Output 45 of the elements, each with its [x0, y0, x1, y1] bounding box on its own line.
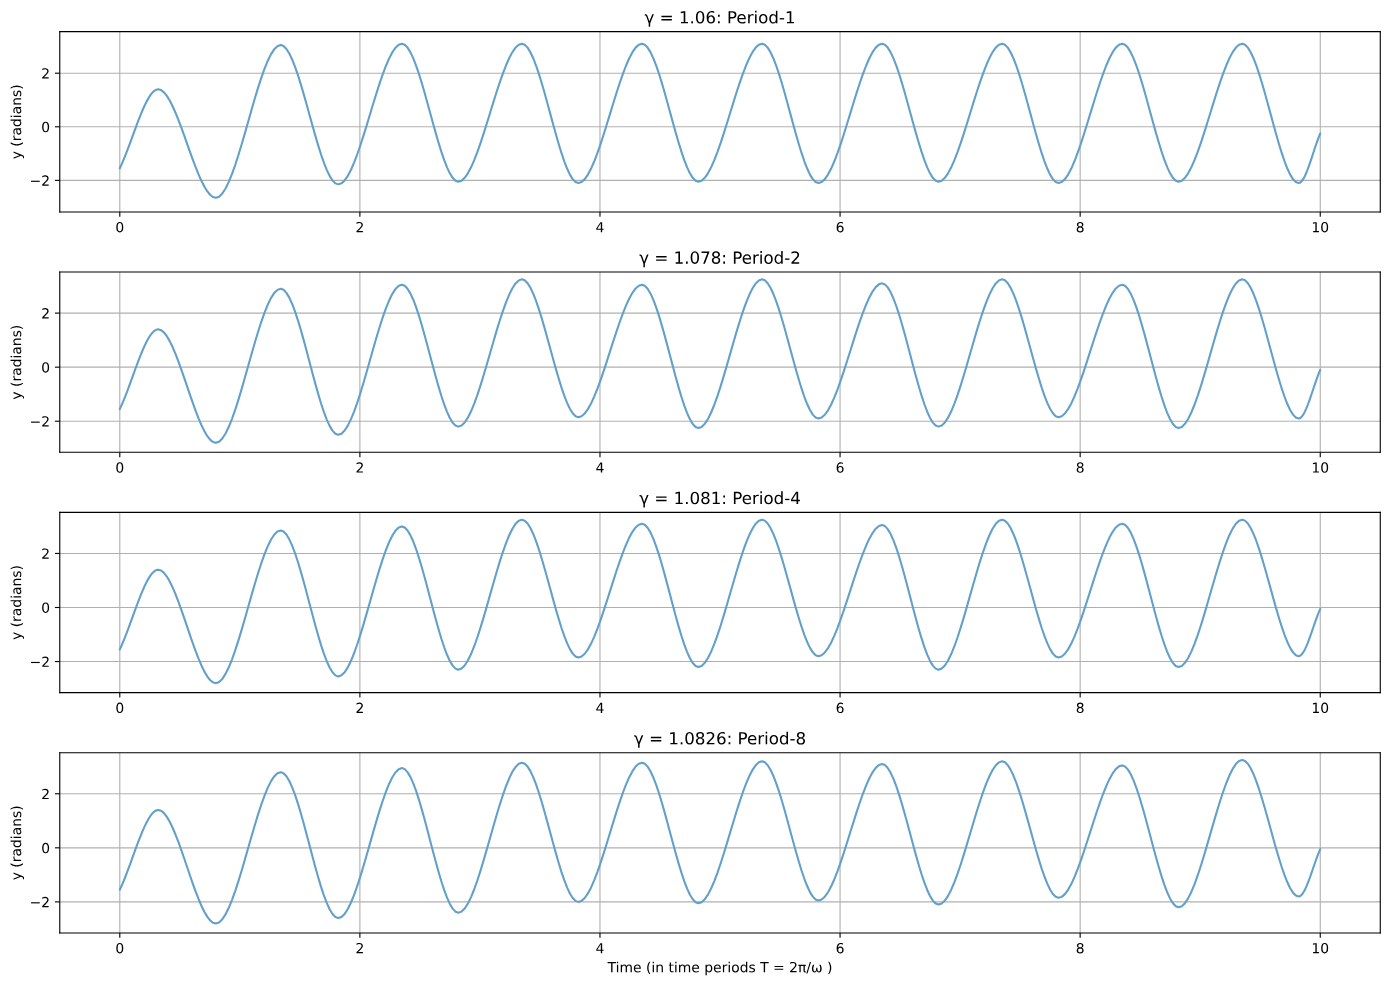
y-axis-title: y (radians)	[10, 566, 25, 640]
y-axis-title: y (radians)	[10, 325, 25, 400]
x-tick-label: 0	[116, 221, 124, 233]
x-tick-label: 4	[596, 702, 604, 713]
x-tick-label: 6	[836, 702, 844, 714]
x-tick-label: 0	[116, 462, 124, 473]
x-tick-label: 4	[596, 943, 604, 954]
chart-title: γ = 1.078: Period-2	[639, 251, 800, 268]
chart-title: γ = 1.06: Period-1	[644, 10, 794, 27]
x-tick-label: 8	[1076, 462, 1084, 473]
y-tick-label: −2	[31, 175, 49, 186]
x-tick-label: 0	[116, 942, 124, 954]
chart-title: γ = 1.0826: Period-8	[634, 731, 805, 748]
chart-title: γ = 1.081: Period-4	[639, 491, 800, 508]
x-tick-label: 2	[356, 942, 363, 954]
x-tick-label: 4	[596, 222, 604, 233]
x-tick-label: 2	[356, 702, 363, 713]
x-tick-label: 10	[1312, 462, 1329, 473]
y-tick-label: −2	[31, 656, 49, 667]
y-tick-label: −2	[31, 416, 49, 427]
x-tick-label: 6	[836, 221, 844, 233]
y-axis-title: y (radians)	[10, 806, 25, 880]
y-tick-label: 2	[42, 548, 49, 559]
x-tick-label: 4	[596, 462, 604, 473]
x-tick-label: 2	[356, 462, 363, 473]
x-tick-label: 8	[1076, 702, 1084, 714]
x-tick-label: 0	[116, 702, 124, 714]
y-tick-label: 2	[42, 68, 49, 79]
y-tick-label: 0	[42, 362, 50, 373]
x-axis-title: Time (in time periods T = 2π/ω )	[607, 961, 832, 976]
x-tick-label: 8	[1076, 221, 1084, 233]
y-tick-label: 0	[42, 602, 50, 613]
y-tick-label: −2	[31, 896, 49, 908]
x-tick-label: 10	[1312, 702, 1329, 714]
y-tick-label: 0	[42, 121, 50, 133]
y-axis-title: y (radians)	[10, 85, 25, 159]
y-tick-label: 2	[42, 788, 49, 800]
x-tick-label: 8	[1076, 942, 1084, 954]
y-tick-label: 2	[42, 308, 49, 319]
x-tick-label: 6	[836, 462, 844, 473]
x-tick-label: 10	[1312, 221, 1329, 233]
x-tick-label: 2	[356, 221, 363, 233]
x-tick-label: 6	[836, 942, 844, 954]
x-tick-label: 10	[1312, 942, 1329, 954]
y-tick-label: 0	[42, 842, 50, 854]
